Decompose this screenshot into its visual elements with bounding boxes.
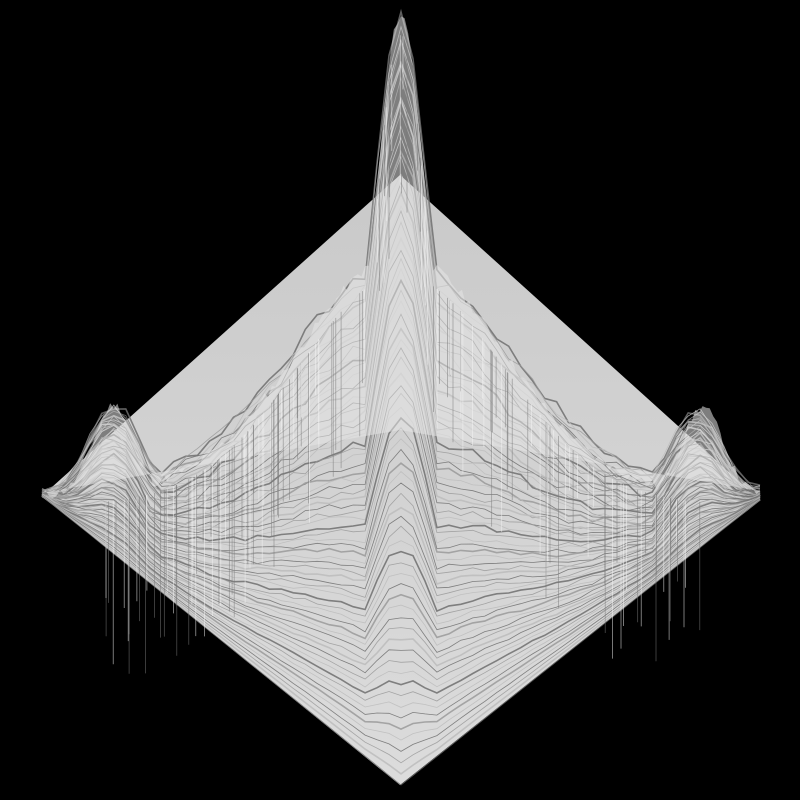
terrain-stratum-line xyxy=(41,495,761,688)
terrain-stratum-line xyxy=(41,494,761,653)
terrain-stratum-line xyxy=(41,493,761,633)
terrain-stratum-line xyxy=(41,493,761,646)
terrain-stratum-line xyxy=(41,493,761,586)
terrain-stratum-line xyxy=(41,495,761,617)
terrain-stratum-line xyxy=(41,494,761,674)
terrain-stratum-line xyxy=(41,438,761,550)
terrain-stratum-line xyxy=(41,495,761,741)
terrain-stratum-line xyxy=(41,494,761,640)
terrain-mountain-mass xyxy=(42,16,760,499)
terrain-stratum-line xyxy=(41,495,761,613)
terrain-stratum-line xyxy=(41,495,761,752)
terrain-stratum-line xyxy=(41,495,761,681)
terrain-stratum-line xyxy=(41,471,761,564)
terrain-stratum-line xyxy=(41,495,761,786)
terrain-stratum-line xyxy=(41,495,761,694)
terrain-base-plain xyxy=(42,175,760,785)
terrain-stratum-line xyxy=(41,494,761,604)
terrain-stratum-line xyxy=(41,492,761,578)
terrain-stratum-line xyxy=(41,495,761,775)
terrain-stratum-line xyxy=(41,494,761,590)
terrain-stratum-line xyxy=(41,494,761,730)
terrain-stratum-line xyxy=(41,495,761,719)
terrain-stratum-line xyxy=(41,448,761,554)
terrain-stratum-line xyxy=(41,493,761,667)
terrain-stratum-line xyxy=(41,495,761,708)
terrain-layers xyxy=(41,8,761,786)
terrain-stratum-line xyxy=(41,495,761,764)
terrain-stratum-line xyxy=(41,495,761,702)
